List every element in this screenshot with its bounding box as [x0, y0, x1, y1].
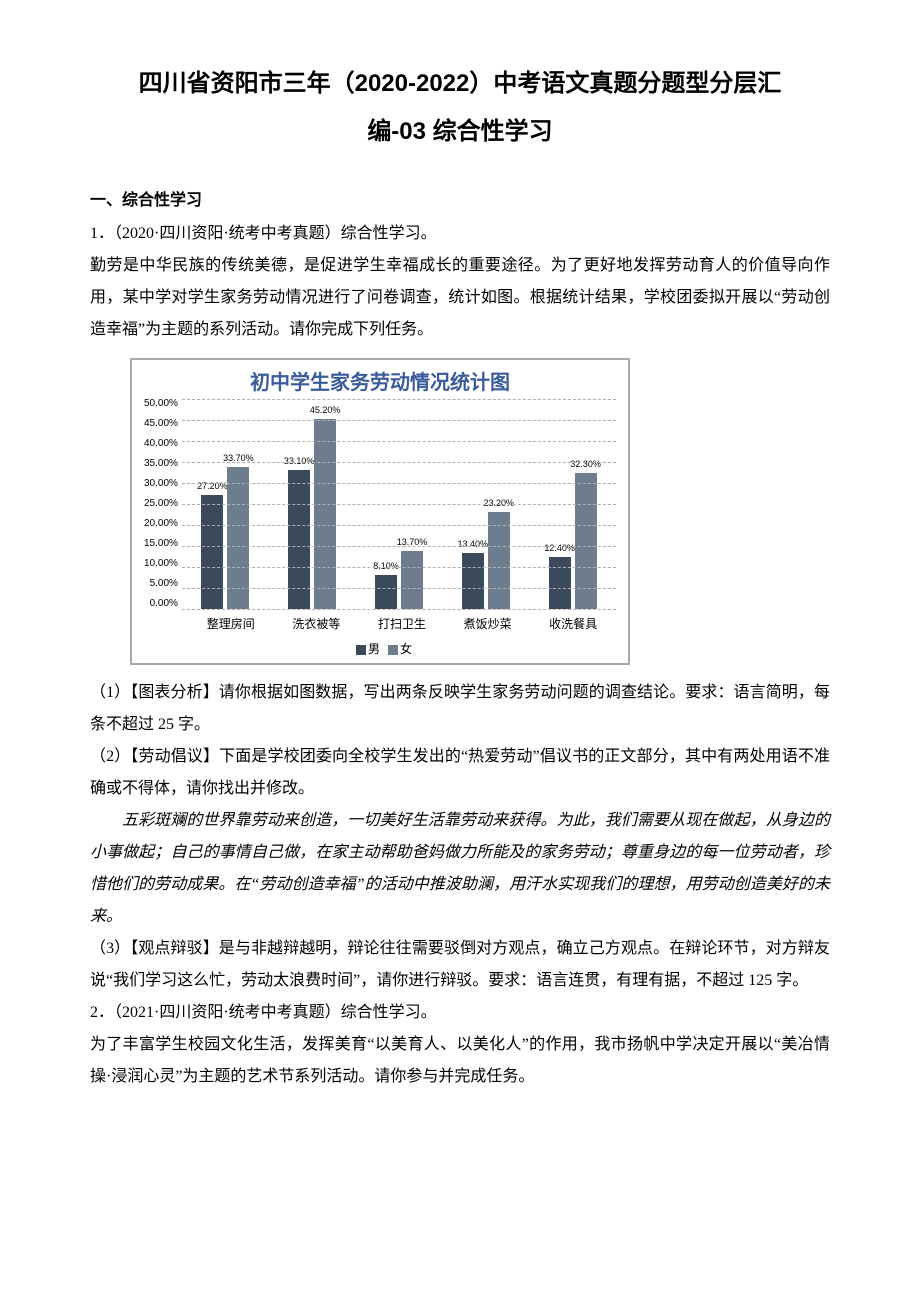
- chart-ytick: 10.00%: [144, 559, 178, 569]
- chart-gridline: [182, 525, 616, 526]
- q1-sub1: （1）【图表分析】请你根据如图数据，写出两条反映学生家务劳动问题的调查结论。要求…: [90, 677, 830, 741]
- chart-bar-value: 32.30%: [570, 459, 601, 469]
- chart-bar: 13.70%: [401, 551, 423, 609]
- q1-quote: 五彩斑斓的世界靠劳动来创造，一切美好生活靠劳动来获得。为此，我们需要从现在做起，…: [90, 805, 830, 933]
- chart-gridline: [182, 441, 616, 442]
- legend-label: 女: [400, 642, 412, 656]
- chart-ytick: 40.00%: [144, 439, 178, 449]
- chart-xlabel: 整理房间: [188, 615, 274, 632]
- chart-container: 初中学生家务劳动情况统计图 50.00% 45.00% 40.00% 35.00% 30…: [130, 358, 630, 665]
- chart-x-axis: 整理房间洗衣被等打扫卫生煮饭炒菜收洗餐具: [188, 615, 616, 632]
- chart-ytick: 50.00%: [144, 399, 178, 409]
- chart-bar: 45.20%: [314, 419, 336, 609]
- chart-gridline: [182, 420, 616, 421]
- chart-gridline: [182, 504, 616, 505]
- chart-plot: 27.20%33.70%33.10%45.20%8.10%13.70%13.40…: [182, 399, 616, 609]
- chart-ytick: 20.00%: [144, 519, 178, 529]
- q2-para1: 为了丰富学生校园文化生活，发挥美育“以美育人、以美化人”的作用，我市扬帆中学决定…: [90, 1029, 830, 1093]
- chart-xlabel: 打扫卫生: [359, 615, 445, 632]
- chart-ytick: 15.00%: [144, 539, 178, 549]
- chart-ytick: 25.00%: [144, 499, 178, 509]
- chart-bar: 12.40%: [549, 557, 571, 609]
- chart-area: 50.00% 45.00% 40.00% 35.00% 30.00% 25.00% 20.0…: [144, 399, 616, 609]
- chart-bar: 8.10%: [375, 575, 397, 609]
- chart-gridline: [182, 609, 616, 610]
- legend-swatch: [356, 645, 366, 655]
- chart-gridline: [182, 399, 616, 400]
- chart-bar: 13.40%: [462, 553, 484, 609]
- q1-sub3: （3）【观点辩驳】是与非越辩越明，辩论往往需要驳倒对方观点，确立己方观点。在辩论…: [90, 933, 830, 997]
- chart-y-axis: 50.00% 45.00% 40.00% 35.00% 30.00% 25.00% 20.0…: [144, 399, 182, 609]
- chart-gridline: [182, 567, 616, 568]
- chart-title: 初中学生家务劳动情况统计图: [144, 366, 616, 395]
- q1-sub2: （2）【劳动倡议】下面是学校团委向全校学生发出的“热爱劳动”倡议书的正文部分，其…: [90, 741, 830, 805]
- chart-bar-value: 8.10%: [373, 561, 399, 571]
- doc-title-line1: 四川省资阳市三年（2020-2022）中考语文真题分题型分层汇: [90, 60, 830, 108]
- chart-bar-value: 23.20%: [484, 498, 515, 508]
- chart-gridline: [182, 546, 616, 547]
- chart-bar-value: 33.10%: [284, 456, 315, 466]
- chart-bar-value: 45.20%: [310, 405, 341, 415]
- q2-head: 2．（2021·四川资阳·统考中考真题）综合性学习。: [90, 997, 830, 1029]
- chart-bar: 27.20%: [201, 495, 223, 609]
- legend-label: 男: [368, 642, 380, 656]
- chart-ytick: 0.00%: [150, 599, 178, 609]
- chart-xlabel: 洗衣被等: [274, 615, 360, 632]
- chart-gridline: [182, 483, 616, 484]
- legend-swatch: [388, 645, 398, 655]
- chart-xlabel: 收洗餐具: [530, 615, 616, 632]
- chart-gridline: [182, 462, 616, 463]
- chart-xlabel: 煮饭炒菜: [445, 615, 531, 632]
- q1-para1: 勤劳是中华民族的传统美德，是促进学生幸福成长的重要途径。为了更好地发挥劳动育人的…: [90, 250, 830, 346]
- chart-ytick: 30.00%: [144, 479, 178, 489]
- q1-quote-text: 五彩斑斓的世界靠劳动来创造，一切美好生活靠劳动来获得。为此，我们需要从现在做起，…: [90, 812, 830, 925]
- chart-ytick: 35.00%: [144, 459, 178, 469]
- section-heading: 一、综合性学习: [90, 186, 830, 210]
- chart-bar: 23.20%: [488, 512, 510, 609]
- chart-gridline: [182, 588, 616, 589]
- chart-ytick: 5.00%: [150, 579, 178, 589]
- chart-ytick: 45.00%: [144, 419, 178, 429]
- chart-bar-value: 13.40%: [458, 539, 489, 549]
- chart-legend: 男女: [144, 640, 616, 657]
- chart-bar-value: 12.40%: [544, 543, 575, 553]
- doc-title-line2: 编-03 综合性学习: [90, 108, 830, 156]
- q1-head: 1．（2020·四川资阳·统考中考真题）综合性学习。: [90, 218, 830, 250]
